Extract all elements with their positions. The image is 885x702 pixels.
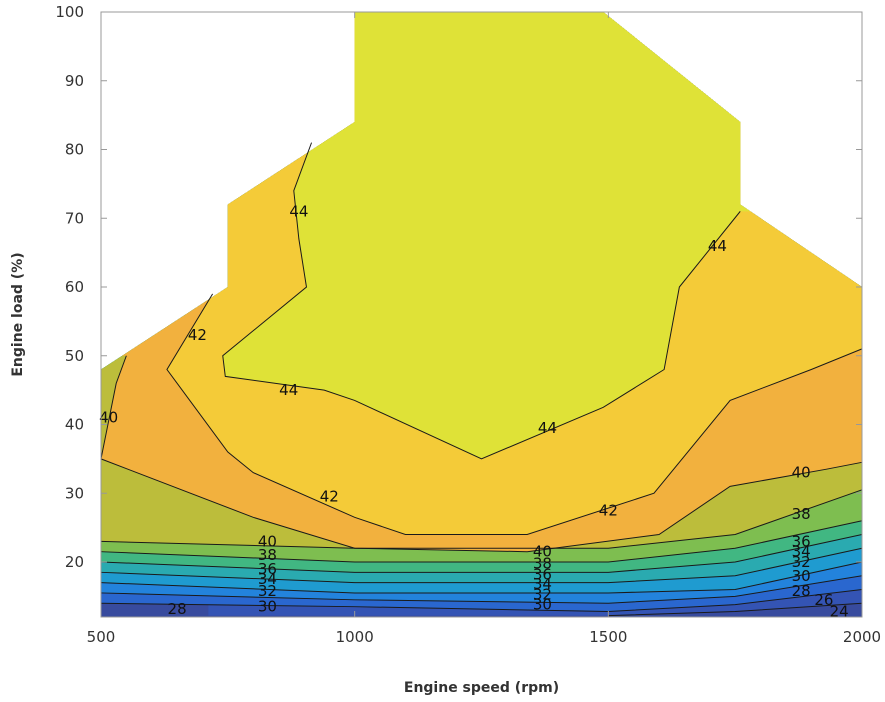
contour-label-32: 32	[533, 585, 552, 603]
contour-fill-44	[101, 12, 862, 459]
y-tick-label: 60	[65, 278, 84, 296]
x-tick-label: 1500	[589, 628, 627, 646]
y-tick-label: 20	[65, 553, 84, 571]
contour-label-40: 40	[533, 543, 552, 561]
contour-line-32	[100, 547, 863, 584]
y-tick-label: 80	[65, 141, 84, 159]
contour-label-40: 40	[792, 464, 811, 482]
contour-label-34: 34	[533, 575, 552, 593]
contour-line-44	[222, 142, 741, 460]
contour-label-30: 30	[792, 567, 811, 585]
contour-label-24: 24	[830, 603, 849, 621]
y-axis-title: Engine load (%)	[10, 252, 26, 376]
contour-line-36	[100, 520, 863, 563]
contour-line-28	[100, 575, 863, 604]
contour-line-38	[100, 489, 863, 549]
contour-label-32: 32	[258, 582, 277, 600]
y-tick-label: 40	[65, 416, 84, 434]
contour-label-44: 44	[538, 419, 557, 437]
contour-label-30: 30	[258, 598, 277, 616]
x-tick-label: 2000	[843, 628, 881, 646]
contour-label-36: 36	[792, 532, 811, 550]
contour-label-42: 42	[599, 501, 618, 519]
contour-label-26: 26	[814, 591, 833, 609]
contour-label-34: 34	[258, 570, 277, 588]
x-tick-label: 1000	[336, 628, 374, 646]
contour-label-38: 38	[792, 505, 811, 523]
contour-label-36: 36	[533, 565, 552, 583]
y-tick-label: 100	[55, 3, 84, 21]
contour-label-40: 40	[99, 409, 118, 427]
contour-label-28: 28	[792, 582, 811, 600]
contour-label-30: 30	[533, 596, 552, 614]
contour-line-24	[608, 602, 863, 617]
contour-label-42: 42	[188, 326, 207, 344]
contour-label-34: 34	[792, 543, 811, 561]
contour-label-42: 42	[320, 488, 339, 506]
contour-line-34	[100, 534, 863, 573]
contour-label-44: 44	[289, 202, 308, 220]
contour-label-38: 38	[258, 546, 277, 564]
contour-label-36: 36	[258, 560, 277, 578]
contour-label-40: 40	[258, 532, 277, 550]
contour-label-38: 38	[533, 554, 552, 572]
axis-ticks: 500 1000 1500 2000 20 30 40 50 60 70 80 90 100	[55, 3, 881, 646]
y-tick-label: 50	[65, 347, 84, 365]
y-tick-label: 90	[65, 72, 84, 90]
x-axis-title: Engine speed (rpm)	[404, 680, 559, 696]
y-tick-label: 30	[65, 484, 84, 502]
contour-label-28: 28	[168, 600, 187, 618]
plot-frame	[100, 11, 863, 618]
contour-label-44: 44	[708, 237, 727, 255]
contour-line-42	[166, 293, 863, 535]
contour-line-30	[100, 561, 863, 594]
x-tick-label: 500	[87, 628, 116, 646]
contour-label-32: 32	[792, 553, 811, 571]
contour-line-layer	[100, 142, 863, 617]
contour-label-44: 44	[279, 381, 298, 399]
contour-line-40	[100, 355, 863, 553]
contour-fill-layer	[101, 12, 862, 617]
y-tick-label: 70	[65, 209, 84, 227]
